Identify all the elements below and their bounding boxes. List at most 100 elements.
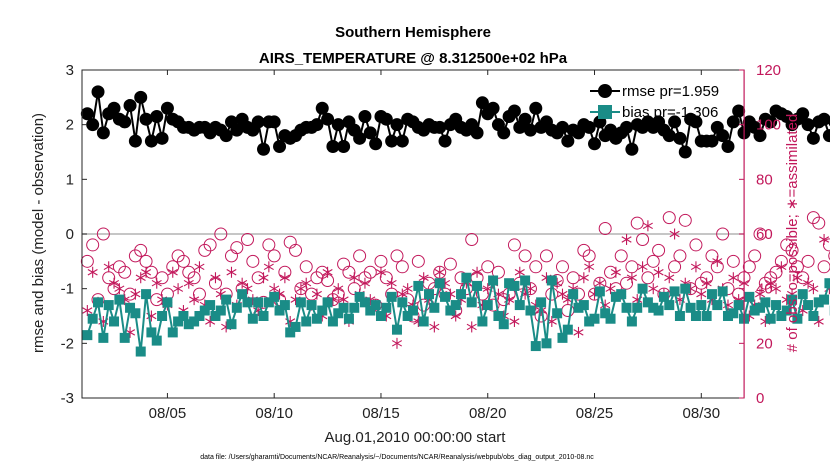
chart-subtitle: AIRS_TEMPERATURE @ 8.312500e+02 hPa [259,50,568,67]
bias-point [776,311,787,321]
rmse-point [160,101,174,115]
obs-assimilated-point [514,266,525,278]
obs-possible-point [801,254,815,268]
obs-assimilated-point [114,283,125,295]
obs-assimilated-point [803,277,814,289]
obs-assimilated-point [605,283,616,295]
obs-assimilated-point [472,266,483,278]
bias-point [472,280,483,291]
bias-point [98,332,109,343]
obs-assimilated-point [754,288,766,300]
bias-point [771,300,782,311]
bias-point [440,291,451,302]
obs-possible-point [817,260,830,274]
bias-point [664,300,675,311]
bias-point [183,319,194,330]
bias-point [637,283,648,294]
obs-assimilated-point [87,266,98,278]
bias-point [295,297,306,308]
rmse-point [486,101,500,115]
bias-point [488,275,499,286]
obs-possible-point [134,243,148,257]
rmse-point [150,109,164,123]
plot-area [80,69,830,399]
legend-rmse-label: rmse pr=1.959 [622,83,719,100]
obs-assimilated-point [183,277,194,289]
y-tick-label: -2 [61,335,74,352]
legend: rmse pr=1.959 bias pr=-1.306 [590,83,719,121]
bias-point [456,289,467,300]
bias-point [391,324,402,335]
bias-point [146,327,157,338]
rmse-point [310,118,324,132]
bias-point [157,311,168,321]
rmse-point [668,115,682,129]
obs-assimilated-point [349,272,360,284]
bias-point [408,305,418,316]
bias-point [306,300,317,311]
obs-assimilated-point [108,277,120,289]
rmse-point [497,126,511,140]
obs-possible-point [641,271,655,285]
bias-point [434,278,445,289]
y2-tick-label: 120 [756,62,781,79]
rmse-point [326,140,340,154]
obs-assimilated-point [578,272,589,284]
obs-possible-point [518,249,532,263]
bias-point [578,300,589,311]
bias-point [733,300,744,311]
bias-point [520,275,531,286]
obs-assimilated-point [637,261,648,273]
obs-possible-point [390,249,404,263]
bias-point [706,289,717,300]
obs-assimilated-point [776,261,787,273]
obs-assimilated-point [626,272,637,284]
rmse-point [620,120,634,134]
rmse-point [582,120,596,134]
obs-assimilated-point [391,337,403,349]
right-axis-line [743,70,745,398]
rmse-point [732,104,746,118]
x-tick-label: 08/05 [149,405,187,422]
bias-point [178,311,189,321]
obs-assimilated-point [130,288,141,300]
obs-possible-point [555,260,569,274]
rmse-point [822,129,830,143]
rmse-point [764,115,778,129]
rmse-series [80,85,830,159]
rmse-point [555,120,569,134]
obs-possible-point [176,254,190,268]
rmse-point [523,123,537,137]
rmse-point [662,129,676,143]
y-axis-right: 0 20 40 60 80 100 120 [739,62,781,407]
obs-possible-point [812,216,826,230]
rmse-point [321,112,335,126]
obs-possible-point [443,257,457,271]
bias-point [93,297,104,308]
obs-assimilated-point [311,288,322,300]
rmse-point [144,134,158,148]
rmse-point [529,101,543,115]
rmse-point [315,101,329,115]
bias-point [632,302,643,313]
bias-point [541,338,552,349]
bias-point [621,302,632,313]
legend-bias-label: bias pr=-1.306 [622,104,718,121]
bias-point [546,275,557,286]
rmse-point [817,112,830,126]
bias-point [386,291,397,302]
obs-assimilated-point [701,277,712,289]
obs-assimilated-point [429,321,440,333]
bias-point [482,300,493,311]
obs-assimilated-point [210,272,221,284]
rmse-point [678,145,692,159]
bias-point [648,302,659,313]
bias-point [589,313,600,324]
bias-point [696,300,707,311]
rmse-point [475,96,489,110]
bias-point [247,313,258,324]
obs-possible-point [203,238,217,252]
obs-possible-point [828,251,830,261]
rmse-point [518,112,532,126]
rmse-point [107,101,121,115]
